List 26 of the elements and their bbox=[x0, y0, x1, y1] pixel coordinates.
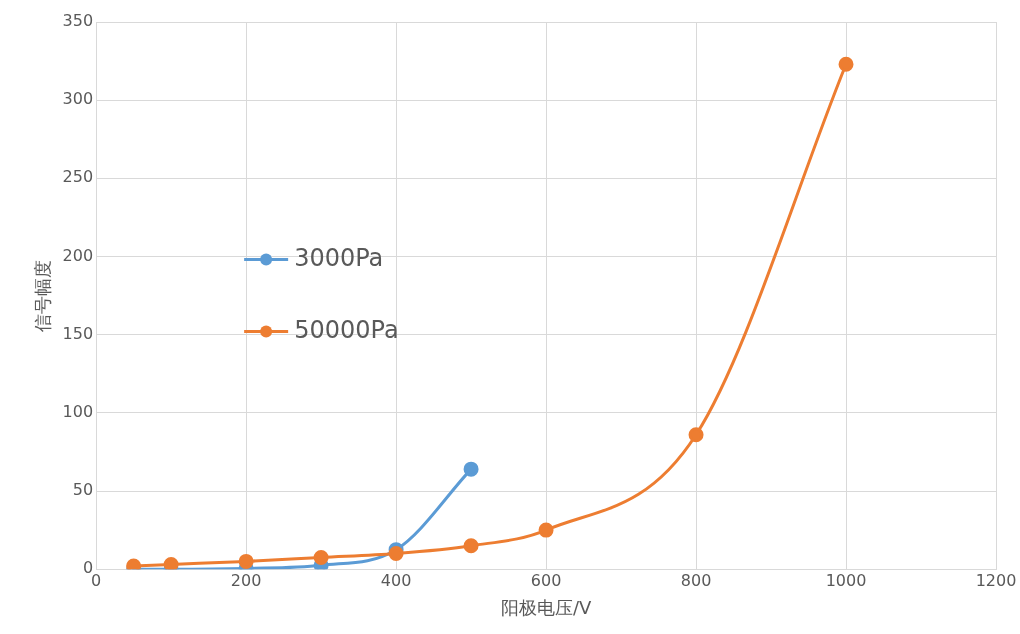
x-tick-label: 800 bbox=[680, 570, 712, 590]
legend-label: 50000Pa bbox=[294, 315, 399, 344]
point bbox=[538, 522, 554, 538]
point bbox=[463, 461, 479, 477]
point bbox=[388, 546, 404, 562]
x-tick-label: 600 bbox=[530, 570, 562, 590]
point bbox=[163, 557, 179, 570]
y-tick-label: 350 bbox=[62, 11, 94, 31]
y-tick-label: 300 bbox=[62, 89, 94, 109]
legend-label: 3000Pa bbox=[294, 243, 384, 272]
y-axis-title: 信号幅度 bbox=[32, 259, 54, 332]
x-axis-title: 阳极电压/V bbox=[500, 596, 592, 618]
point bbox=[238, 553, 254, 569]
y-tick-label: 50 bbox=[72, 480, 94, 500]
x-tick-label: 1200 bbox=[975, 570, 1017, 590]
point bbox=[688, 427, 704, 443]
y-tick-label: 250 bbox=[62, 167, 94, 187]
y-tick-label: 200 bbox=[62, 245, 94, 265]
y-tick-label: 100 bbox=[62, 402, 94, 422]
y-tick-label: 150 bbox=[62, 323, 94, 343]
x-tick-label: 200 bbox=[230, 570, 262, 590]
x-tick-label: 1000 bbox=[825, 570, 867, 590]
point bbox=[463, 538, 479, 554]
point bbox=[838, 56, 854, 72]
x-tick-label: 400 bbox=[380, 570, 412, 590]
point bbox=[313, 549, 329, 565]
